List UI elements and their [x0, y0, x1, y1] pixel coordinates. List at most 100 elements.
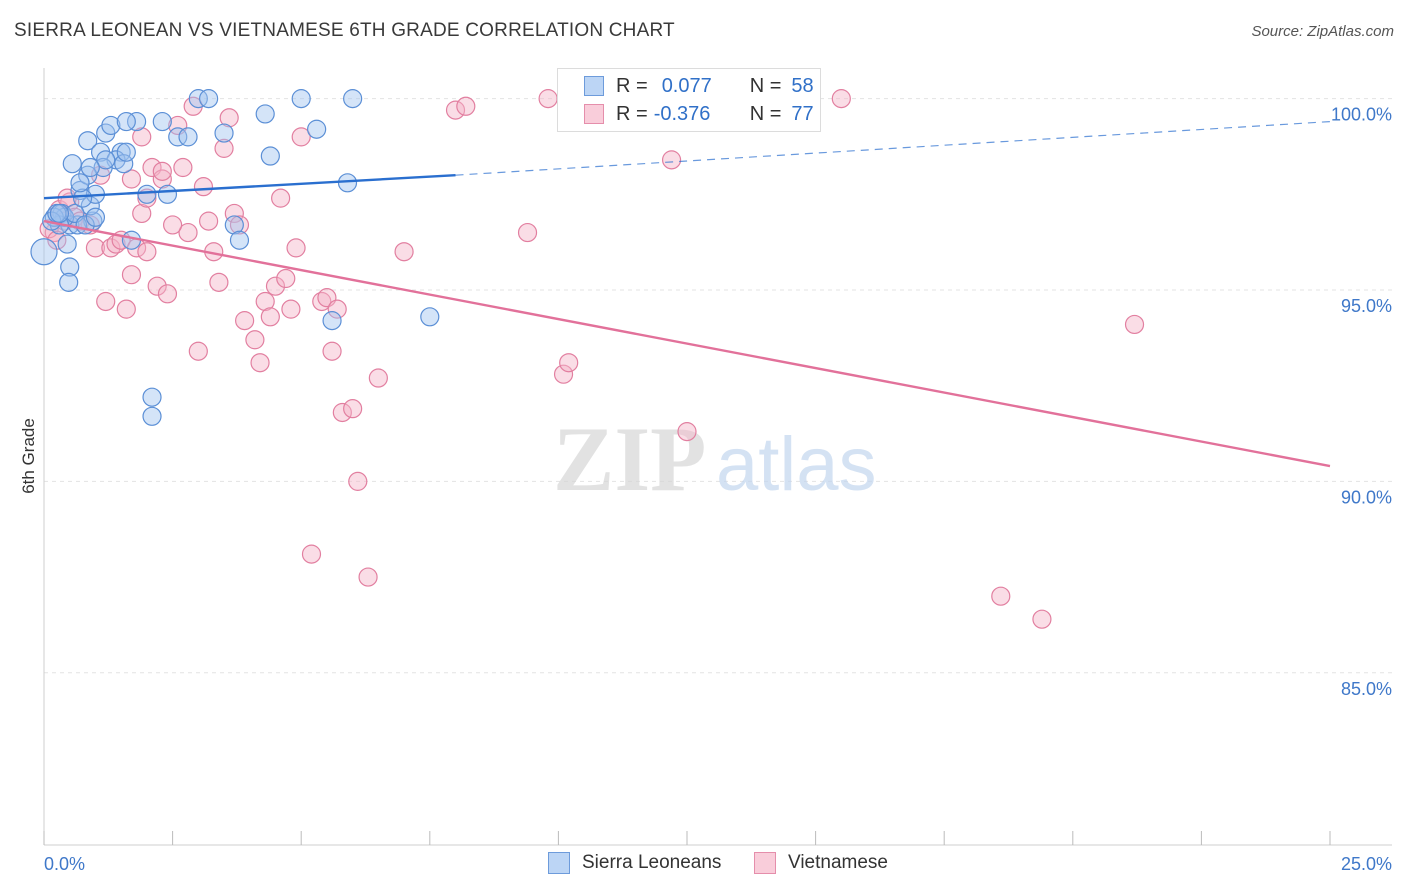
sierra-leonean-trendline-extension — [455, 120, 1331, 176]
vietnamese-point — [121, 169, 142, 189]
vietnamese-point — [456, 96, 476, 116]
vietnamese-point — [394, 242, 414, 262]
legend-row-vietnamese: R = -0.376 N = 77 — [584, 102, 814, 126]
sierra-leonean-point — [137, 184, 157, 204]
vietnamese-point — [343, 399, 363, 419]
vietnamese-point — [224, 203, 244, 224]
vietnamese-point — [286, 238, 306, 258]
vietnamese-point — [219, 108, 239, 128]
sierra-leonean-point — [49, 203, 70, 224]
vietnamese-points — [39, 89, 1145, 629]
vietnamese-point — [538, 89, 558, 109]
vietnamese-point — [1032, 609, 1052, 629]
legend-r-value: 0.077 — [661, 74, 712, 97]
sierra-leonean-point — [85, 207, 106, 227]
legend-r-value: -0.376 — [653, 102, 711, 125]
sierra-leonean-point — [30, 238, 58, 266]
vietnamese-point — [96, 291, 116, 312]
bottom-legend-sierra-leoneans[interactable]: Sierra Leoneans — [548, 852, 721, 874]
vietnamese-point — [121, 265, 142, 285]
vietnamese-point — [214, 138, 234, 158]
bottom-legend-swatch-pink — [754, 852, 776, 874]
sierra-leonean-point — [126, 111, 147, 132]
sierra-leonean-point — [142, 406, 162, 426]
sierra-leonean-point — [116, 142, 136, 162]
sierra-leonean-point — [337, 173, 358, 193]
sierra-leonean-point — [343, 89, 363, 109]
vietnamese-point — [1124, 314, 1145, 335]
vietnamese-point — [178, 222, 198, 243]
legend-n-value: 77 — [791, 102, 814, 125]
sierra-leonean-point — [78, 131, 98, 151]
vietnamese-point — [271, 188, 291, 208]
vietnamese-point — [677, 422, 697, 442]
sierra-leonean-points — [30, 89, 440, 426]
vietnamese-point — [39, 219, 59, 239]
chart-title: SIERRA LEONEAN VS VIETNAMESE 6TH GRADE C… — [14, 20, 675, 41]
y-axis-title: 6th Grade — [19, 418, 38, 494]
vietnamese-point — [101, 238, 121, 258]
correlation-legend: R = 0.077 N = 58 R = -0.376 N = 77 — [557, 68, 821, 132]
sierra-leonean-point — [168, 127, 188, 147]
y-tick-label: 95.0% — [1341, 296, 1392, 316]
vietnamese-point — [327, 299, 347, 319]
sierra-leonean-point — [255, 104, 275, 124]
sierra-leonean-point — [420, 307, 440, 327]
vietnamese-point — [137, 242, 157, 262]
vietnamese-point — [301, 544, 322, 564]
vietnamese-point — [193, 177, 214, 197]
sierra-leonean-point — [101, 115, 121, 136]
vietnamese-trendline — [43, 219, 1331, 468]
vietnamese-point — [276, 268, 296, 289]
vietnamese-point — [250, 353, 270, 373]
vietnamese-point — [312, 291, 332, 312]
x-tick-label: 25.0% — [1341, 854, 1392, 874]
source-label[interactable]: Source: ZipAtlas.com — [1251, 23, 1394, 40]
sierra-leonean-point — [70, 173, 90, 193]
sierra-leonean-point — [199, 89, 219, 109]
sierra-leonean-point — [260, 146, 280, 166]
sierra-leonean-point — [80, 196, 100, 216]
vietnamese-point — [209, 272, 229, 292]
sierra-leonean-point — [224, 215, 244, 235]
x-tick-label: 0.0% — [44, 854, 85, 874]
vietnamese-point — [132, 203, 152, 224]
legend-n-label: N = — [749, 102, 782, 125]
sierra-leonean-point — [307, 119, 327, 139]
bottom-legend-vietnamese[interactable]: Vietnamese — [754, 852, 888, 874]
sierra-leonean-point — [114, 154, 134, 174]
vietnamese-point — [553, 364, 574, 384]
vietnamese-point — [157, 284, 178, 304]
legend-r-label: R = — [616, 74, 648, 97]
legend-swatch-pink — [584, 104, 604, 124]
sierra-leonean-point — [152, 111, 172, 132]
vietnamese-point — [831, 89, 851, 109]
vietnamese-point — [147, 276, 167, 296]
legend-swatch-blue — [584, 76, 604, 96]
vietnamese-point — [116, 299, 136, 319]
sierra-leonean-point — [57, 234, 77, 254]
y-tick-label: 90.0% — [1341, 487, 1392, 507]
vietnamese-point — [281, 299, 301, 319]
vietnamese-point — [559, 353, 579, 373]
sierra-leonean-point — [72, 188, 93, 208]
sierra-leonean-trendline — [43, 173, 456, 200]
vietnamese-point — [188, 341, 208, 361]
vietnamese-point — [152, 161, 172, 181]
vietnamese-point — [991, 586, 1011, 606]
sierra-leonean-point — [80, 157, 100, 178]
legend-n-label: N = — [749, 74, 782, 97]
sierra-leonean-point — [157, 184, 178, 204]
sierra-leonean-point — [62, 154, 82, 174]
vietnamese-point — [661, 150, 682, 170]
sierra-leonean-point — [142, 387, 162, 407]
sierra-leonean-point — [291, 89, 311, 109]
sierra-leonean-point — [96, 150, 116, 170]
vietnamese-point — [348, 471, 368, 491]
vietnamese-point — [332, 402, 352, 423]
bottom-legend-swatch-blue — [548, 852, 570, 874]
bottom-legend-label: Vietnamese — [788, 852, 888, 873]
vietnamese-point — [322, 341, 342, 361]
legend-r-label: R = — [616, 102, 648, 125]
